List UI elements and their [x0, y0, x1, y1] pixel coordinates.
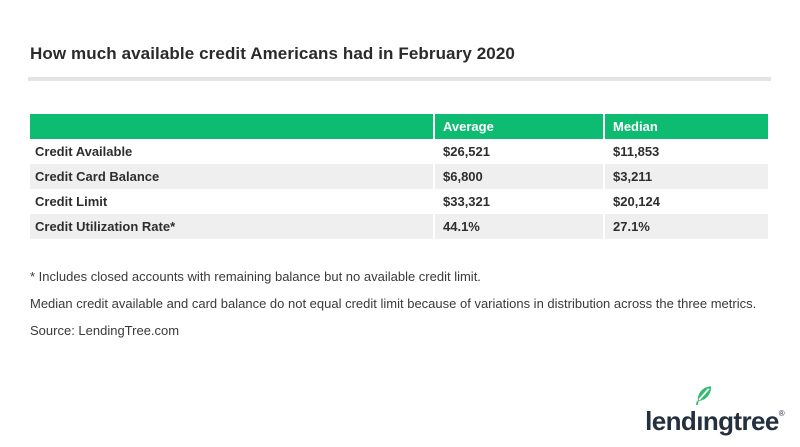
median-value: $11,853	[603, 139, 768, 164]
table-row-credit-available: Credit Available $26,521 $11,853	[30, 139, 768, 164]
table-row-credit-utilization-rate: Credit Utilization Rate* 44.1% 27.1%	[30, 214, 768, 239]
source-line: Source: LendingTree.com	[30, 323, 180, 338]
row-label: Credit Card Balance	[35, 169, 160, 184]
credit-data-table: Average Median Credit Available $26,521 …	[30, 114, 768, 239]
median-value: $20,124	[603, 189, 768, 214]
median-value: 27.1%	[603, 214, 768, 239]
footnote-asterisk: * Includes closed accounts with remainin…	[30, 269, 481, 284]
row-label: Credit Available	[35, 144, 133, 159]
logo-text-i: ı	[696, 406, 703, 436]
page-title: How much available credit Americans had …	[30, 44, 515, 63]
footnote-median: Median credit available and card balance…	[30, 296, 757, 311]
table-row-credit-card-balance: Credit Card Balance $6,800 $3,211	[30, 164, 768, 189]
lendingtree-logo: lendıngtree®	[645, 386, 785, 436]
header-cell-metric	[30, 114, 433, 139]
table-row-credit-limit: Credit Limit $33,321 $20,124	[30, 189, 768, 214]
table-header-row: Average Median	[30, 114, 768, 139]
logo-text-post: ngtree	[702, 406, 779, 436]
average-value: $6,800	[433, 164, 603, 189]
row-label: Credit Limit	[35, 194, 108, 209]
leaf-icon	[696, 386, 712, 405]
header-cell-average: Average	[433, 114, 603, 139]
logo-text-pre: lend	[645, 406, 697, 436]
title-divider	[28, 77, 771, 81]
logo-wordmark: lendıngtree®	[645, 406, 784, 436]
header-cell-median: Median	[603, 114, 768, 139]
median-value: $3,211	[603, 164, 768, 189]
average-value: 44.1%	[433, 214, 603, 239]
average-value: $33,321	[433, 189, 603, 214]
average-value: $26,521	[433, 139, 603, 164]
registered-mark: ®	[778, 409, 785, 418]
row-label: Credit Utilization Rate*	[35, 219, 176, 234]
